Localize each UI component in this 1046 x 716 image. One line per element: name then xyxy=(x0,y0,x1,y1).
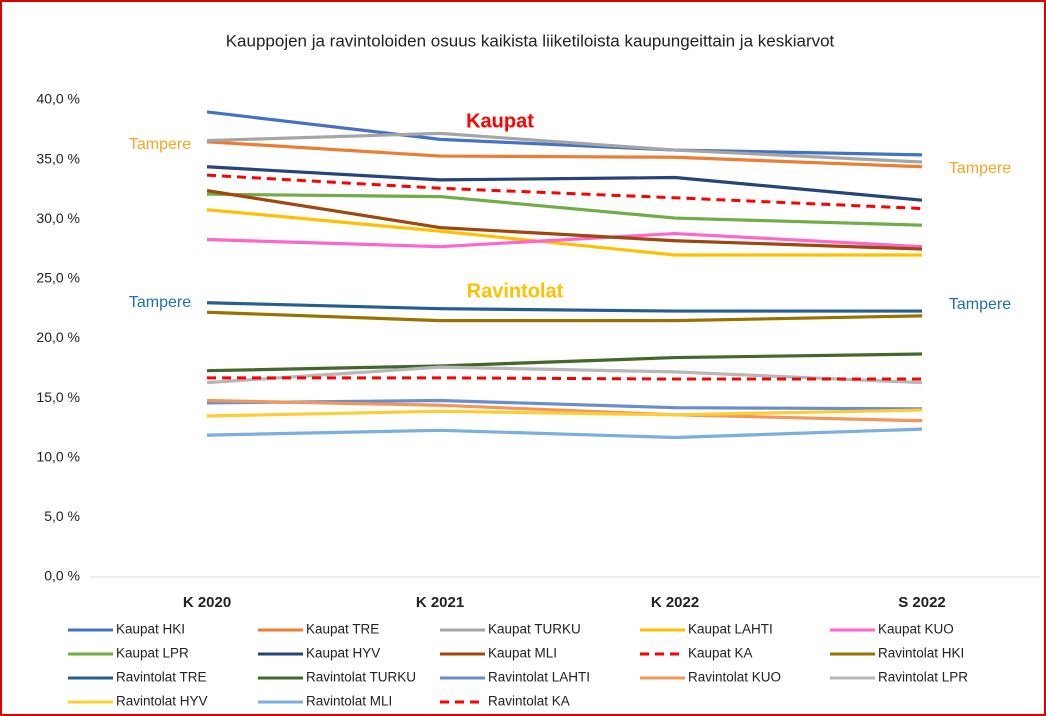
legend-label: Ravintolat TURKU xyxy=(306,670,416,685)
legend-label: Ravintolat MLI xyxy=(306,694,392,709)
annotation: Tampere xyxy=(129,136,191,153)
annotation: Ravintolat xyxy=(467,280,564,302)
y-tick-label: 20,0 % xyxy=(36,329,80,345)
x-tick-label: K 2021 xyxy=(416,594,464,611)
legend-label: Kaupat HYV xyxy=(306,646,380,661)
series-line xyxy=(206,173,923,211)
series-line xyxy=(206,231,923,249)
x-tick-label: S 2022 xyxy=(898,594,946,611)
series-line xyxy=(206,301,922,313)
y-tick-label: 35,0 % xyxy=(36,150,80,166)
legend-label: Kaupat TRE xyxy=(306,622,379,637)
series-line xyxy=(206,408,923,418)
annotation: Kaupat xyxy=(466,110,534,132)
y-tick-label: 30,0 % xyxy=(36,210,80,226)
annotation: Tampere xyxy=(949,160,1011,177)
legend-label: Ravintolat TRE xyxy=(116,670,207,685)
series-line xyxy=(206,140,923,169)
series-line xyxy=(206,165,923,202)
series-line xyxy=(206,110,923,157)
series-line xyxy=(206,192,923,227)
annotation: Tampere xyxy=(949,296,1011,313)
legend-label: Ravintolat HKI xyxy=(878,646,964,661)
series-line xyxy=(206,310,923,323)
y-tick-label: 40,0 % xyxy=(36,91,80,107)
y-tick-label: 10,0 % xyxy=(36,448,80,464)
legend-label: Ravintolat LAHTI xyxy=(488,670,590,685)
y-tick-label: 5,0 % xyxy=(44,508,80,524)
y-tick-label: 25,0 % xyxy=(36,270,80,286)
y-tick-label: 0,0 % xyxy=(44,568,80,584)
legend-label: Ravintolat KA xyxy=(488,694,570,709)
series-line xyxy=(206,365,923,385)
series-line xyxy=(206,398,923,423)
legend-label: Kaupat LAHTI xyxy=(688,622,773,637)
series-line xyxy=(206,427,923,440)
legend-label: Ravintolat LPR xyxy=(878,670,968,685)
series-line xyxy=(206,208,922,257)
legend-label: Kaupat KUO xyxy=(878,622,954,637)
x-tick-label: K 2020 xyxy=(183,594,231,611)
legend-label: Kaupat HKI xyxy=(116,622,185,637)
legend-label: Kaupat LPR xyxy=(116,646,189,661)
legend-label: Kaupat TURKU xyxy=(488,622,581,637)
y-tick-label: 15,0 % xyxy=(36,389,80,405)
series-line xyxy=(206,352,923,373)
annotation: Tampere xyxy=(129,294,191,311)
series-line xyxy=(206,131,923,164)
x-tick-label: K 2022 xyxy=(651,594,699,611)
legend-label: Ravintolat HYV xyxy=(116,694,208,709)
series-line xyxy=(207,376,922,381)
series-line xyxy=(206,189,923,251)
chart-title: Kauppojen ja ravintoloiden osuus kaikist… xyxy=(226,31,835,50)
legend-label: Kaupat MLI xyxy=(488,646,557,661)
legend-label: Kaupat KA xyxy=(688,646,753,661)
legend-label: Ravintolat KUO xyxy=(688,670,781,685)
